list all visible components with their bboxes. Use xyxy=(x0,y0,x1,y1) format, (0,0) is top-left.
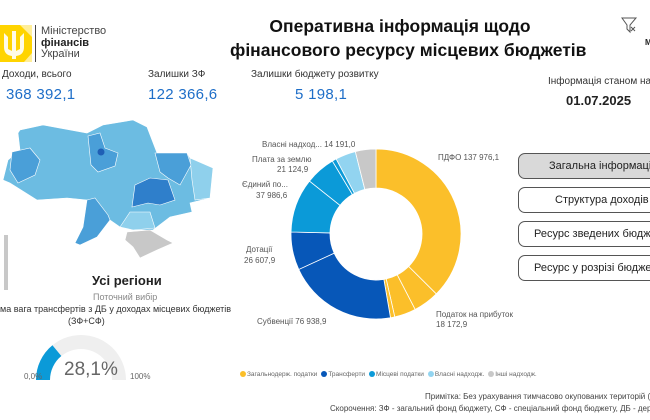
gauge-subtitle: (ЗФ+СФ) xyxy=(68,316,105,326)
nav-general-info-button[interactable]: Загальна інформація xyxy=(518,153,650,179)
kpi-income-label: Доходи, всього xyxy=(2,69,72,80)
logo-divider xyxy=(35,25,36,62)
title-line1: Оперативна інформація щодо xyxy=(269,16,531,36)
map-region-kyiv-city[interactable] xyxy=(97,148,105,156)
status-label: Інформація станом на xyxy=(548,76,650,87)
trident-icon xyxy=(4,25,32,62)
legend-label: Місцеві податки xyxy=(376,371,424,378)
label-grants: Дотації xyxy=(246,245,273,254)
footer-abbrev: Скорочення: ЗФ - загальний фонд бюджету,… xyxy=(330,404,650,413)
legend-item[interactable]: Місцеві податки xyxy=(369,371,424,378)
map-region-south[interactable] xyxy=(119,211,156,231)
label-profit-tax-value: 18 172,9 xyxy=(436,320,468,329)
legend-dot-icon xyxy=(488,371,495,377)
region-label: Усі регіони xyxy=(92,273,162,288)
gauge-max: 100% xyxy=(130,372,151,381)
legend-label: Трансферти xyxy=(328,371,366,378)
map-region-crimea[interactable] xyxy=(124,229,174,259)
ukraine-map[interactable] xyxy=(0,115,225,265)
gauge-title: ма вага трансфертів з ДБ у доходах місце… xyxy=(0,304,232,314)
donut-slice[interactable] xyxy=(335,151,366,194)
label-single-tax-value: 37 986,6 xyxy=(256,191,288,200)
kpi-dev-value: 5 198,1 xyxy=(295,86,348,103)
legend-dot-icon xyxy=(240,371,246,377)
map-region-kharkiv[interactable] xyxy=(154,152,192,186)
donut-slice[interactable] xyxy=(383,278,396,319)
donut-slice[interactable] xyxy=(298,252,391,320)
kpi-balance-value: 122 366,6 xyxy=(148,86,218,103)
legend-label: Загальнодерж. податки xyxy=(247,371,318,378)
legend-item[interactable]: Інші надходж. xyxy=(488,371,537,378)
map-region-dnipro[interactable] xyxy=(131,177,176,208)
ministry-line1: Міністерство xyxy=(41,25,107,37)
legend-label: Власні надходж. xyxy=(434,371,485,378)
ministry-line2: фінансів xyxy=(41,36,90,49)
legend-dot-icon xyxy=(321,371,328,377)
gauge-fill xyxy=(36,345,62,380)
map-region-east[interactable] xyxy=(189,157,214,201)
ministry-line3: України xyxy=(41,48,80,60)
footer-note: Примітка: Без урахування тимчасово окупо… xyxy=(425,392,650,401)
ministry-logo xyxy=(0,25,32,62)
transfer-share-gauge xyxy=(36,335,126,380)
map-scrollbar[interactable] xyxy=(4,235,8,290)
label-profit-tax: Податок на прибуток xyxy=(436,310,513,319)
status-date: 01.07.2025 xyxy=(566,93,632,108)
page-title: Оперативна інформація щодо фінансового р… xyxy=(230,14,587,62)
donut-slice[interactable] xyxy=(385,274,416,318)
donut-slice[interactable] xyxy=(308,160,353,206)
title-line2: фінансового ресурсу місцевих бюджетів xyxy=(230,40,587,60)
label-own-income: Власні надход... 14 191,0 xyxy=(262,140,356,149)
selection-label: Поточний вибір xyxy=(93,292,158,302)
donut-legend: Загальнодерж. податки Трансферти Місцеві… xyxy=(240,371,537,378)
gauge-track xyxy=(36,335,126,380)
donut-slice[interactable] xyxy=(290,180,341,234)
map-region-west[interactable] xyxy=(9,147,41,184)
gauge-value: 28,1% xyxy=(64,359,118,380)
label-land-fee-value: 21 124,9 xyxy=(277,165,309,174)
donut-slice[interactable] xyxy=(354,148,377,190)
label-pdfo: ПДФО 137 976,1 xyxy=(438,153,500,162)
legend-dot-icon xyxy=(369,371,376,377)
map-region-odesa[interactable] xyxy=(74,197,111,246)
legend-item[interactable]: Власні надходж. xyxy=(427,371,485,378)
nav-by-budget-button[interactable]: Ресурс у розрізі бюджетів xyxy=(518,255,650,281)
label-subventions: Субвенції 76 938,9 xyxy=(257,317,327,326)
legend-dot-icon xyxy=(427,371,434,377)
kpi-dev-label: Залишки бюджету розвитку xyxy=(251,69,379,80)
ministry-name: Міністерство фінансів України xyxy=(41,25,107,61)
label-single-tax: Єдиний по... xyxy=(242,180,288,189)
filter-clear-button[interactable] xyxy=(620,16,638,39)
kpi-income-value: 368 392,1 xyxy=(6,86,76,103)
nav-consolidated-button[interactable]: Ресурс зведених бюджетів xyxy=(518,221,650,247)
donut-slice[interactable] xyxy=(290,231,335,270)
kpi-balance-label: Залишки ЗФ xyxy=(148,69,206,80)
filter-clear-icon xyxy=(621,17,638,34)
legend-item[interactable]: Загальнодерж. податки xyxy=(240,371,317,378)
label-grants-value: 26 607,9 xyxy=(244,256,276,265)
filter-mark: M xyxy=(645,38,650,47)
donut-slice[interactable] xyxy=(396,265,437,310)
label-land-fee: Плата за землю xyxy=(252,155,312,164)
donut-slice[interactable] xyxy=(375,148,462,295)
legend-item[interactable]: Трансферти xyxy=(321,371,365,378)
donut-slice[interactable] xyxy=(331,158,355,196)
legend-label: Інші надходж. xyxy=(495,371,537,378)
nav-income-structure-button[interactable]: Структура доходів xyxy=(518,187,650,213)
gauge-min: 0,0% xyxy=(24,372,43,381)
